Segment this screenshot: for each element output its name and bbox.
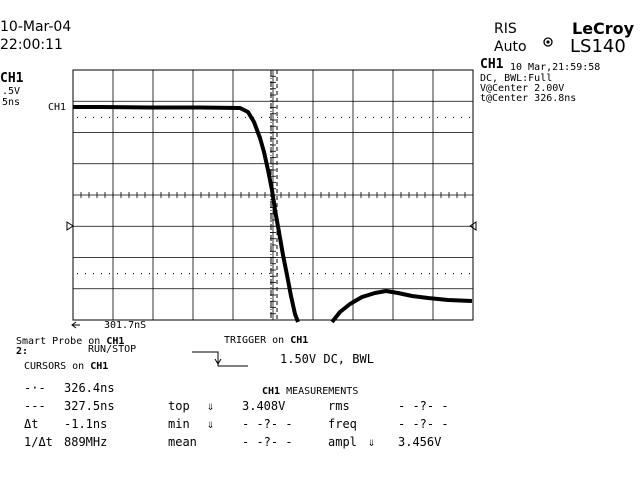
channel-info-title: CH1 <box>480 57 504 72</box>
model-label: LS140 <box>570 36 626 57</box>
trigger-level-left-marker <box>66 221 74 231</box>
cursor-value: 889MHz <box>64 435 108 449</box>
down-arrow-icon: ⇓ <box>368 435 376 449</box>
measurement-name: min <box>168 417 190 431</box>
smart-probe-number: 2: <box>16 346 29 357</box>
measurement-name: rms <box>328 399 350 413</box>
cursor-value: 326.4ns <box>64 381 115 395</box>
cursor-symbol: -·- <box>24 381 46 395</box>
time-per-div: 5ns <box>2 97 21 108</box>
cursor-symbol: 1/Δt <box>24 435 53 449</box>
smart-probe-label: Smart Probe on CH1 <box>16 336 125 347</box>
t-center: t@Center 326.8ns <box>480 93 577 104</box>
measurement-name: freq <box>328 417 357 431</box>
trigger-level: 1.50V DC, BWL <box>280 352 374 366</box>
down-arrow-icon: ⇓ <box>207 417 215 431</box>
cursors-title: CURSORS on CH1 <box>24 361 109 372</box>
cursor-symbol: Δt <box>24 417 39 431</box>
measurement-value: - -?- - <box>398 417 449 431</box>
cursor-value: 327.5ns <box>64 399 115 413</box>
trigger-title: TRIGGER on CH1 <box>224 335 309 346</box>
measurement-value: 3.408V <box>242 399 286 413</box>
channel-timestamp: 10 Mar,21:59:58 <box>510 62 601 73</box>
acquisition-mode: RIS <box>494 21 517 37</box>
v-center: V@Center 2.00V <box>480 83 565 94</box>
channel-1-trace-recovery <box>330 289 473 324</box>
measurement-name: top <box>168 399 190 413</box>
channel-ground-marker: CH1 <box>48 102 67 113</box>
date-label: 10-Mar-04 <box>0 19 72 35</box>
channel-label[interactable]: CH1 <box>0 71 24 86</box>
cursor-symbol: --- <box>24 399 46 413</box>
cursor-value: -1.1ns <box>64 417 108 431</box>
trigger-mode: Auto <box>494 39 527 55</box>
measurement-value: - -?- - <box>398 399 449 413</box>
measurement-name: ampl <box>328 435 357 449</box>
trigger-edge-icon <box>192 351 248 367</box>
measurement-name: mean <box>168 435 197 449</box>
circle-dot-icon <box>527 22 555 50</box>
time-label: 22:00:11 <box>0 37 63 53</box>
brand-logo: LeCroy <box>572 19 635 38</box>
measurements-title: CH1 MEASUREMENTS <box>262 386 359 397</box>
volts-per-div: .5V <box>2 86 21 97</box>
measurement-value: 3.456V <box>398 435 442 449</box>
cursor-delta-readout: 301.7nS <box>104 320 147 331</box>
measurement-value: - -?- - <box>242 435 293 449</box>
channel-coupling: DC, BWL:Full <box>480 73 553 84</box>
down-arrow-icon: ⇓ <box>207 399 215 413</box>
trigger-level-right-marker <box>469 221 477 231</box>
measurement-value: - -?- - <box>242 417 293 431</box>
graticule <box>72 69 474 321</box>
channel-1-trace <box>73 105 300 323</box>
run-stop-label[interactable]: RUN/STOP <box>88 344 137 355</box>
